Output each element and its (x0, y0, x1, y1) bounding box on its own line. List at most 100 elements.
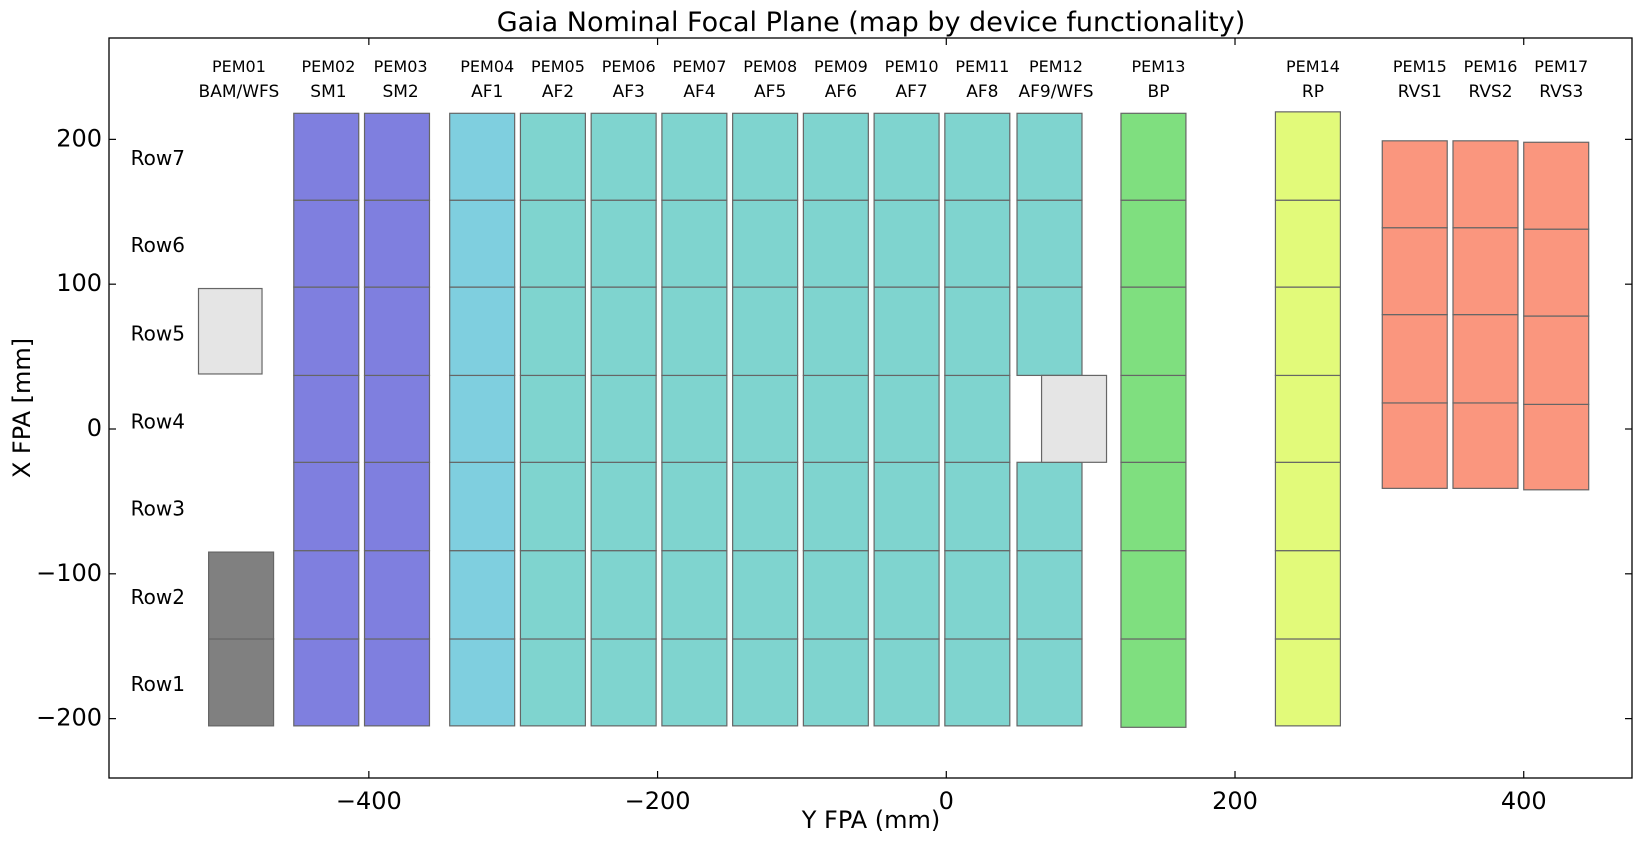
ccd-rvs3-cell-3 (1523, 228, 1590, 317)
ccd-sm1-cell-6 (293, 199, 360, 288)
ccd-af6-cell-7 (802, 112, 869, 201)
device-label-8: AF5 (754, 82, 786, 102)
ccd-af8-cell-1 (944, 638, 1011, 727)
ccd-rvs2-cell-1 (1452, 402, 1519, 489)
ccd-bp-cell-7 (1120, 112, 1187, 201)
ccd-af4-cell-5 (661, 286, 728, 377)
ccd-af5-cell-1 (732, 638, 799, 727)
x-tick-label: 200 (1212, 787, 1258, 815)
ccd-af7-cell-7 (873, 112, 940, 201)
ccd-sm1-cell-1 (293, 638, 360, 727)
ccd-af3-cell-6 (590, 199, 657, 288)
x-tick-label: 400 (1501, 787, 1547, 815)
ccd-af2-cell-3 (519, 461, 586, 552)
ccd-rp-cell-3 (1274, 461, 1341, 552)
ccd-af7-cell-2 (873, 550, 940, 640)
ccd-af8-cell-3 (944, 461, 1011, 552)
row-label-1: Row7 (131, 146, 185, 170)
ccd-rvs1-cell-1 (1381, 402, 1448, 489)
ccd-rp-cell-5 (1274, 286, 1341, 377)
ccd-bam-cell-2 (208, 551, 275, 640)
ccd-sm2-cell-7 (363, 112, 431, 201)
ccd-bp-cell-2 (1120, 550, 1187, 640)
row-label-3: Row5 (131, 321, 185, 345)
ccd-af6-cell-3 (802, 461, 869, 552)
ccd-rp-cell-4 (1274, 374, 1341, 463)
pem-label-7: PEM07 (672, 57, 726, 76)
ccd-rvs1-cell-2 (1381, 313, 1448, 404)
ccd-wfs1-cell-1 (197, 287, 263, 375)
ccd-sm1-cell-4 (293, 374, 360, 463)
ccd-af3-cell-3 (590, 461, 657, 552)
ccd-af2-cell-7 (519, 112, 586, 201)
x-tick-label: −400 (336, 787, 402, 815)
ccd-sm1-cell-5 (293, 286, 360, 377)
ccd-rvs2-cell-2 (1452, 313, 1519, 404)
y-tick-label: −200 (36, 704, 102, 732)
device-label-11: AF8 (966, 82, 998, 102)
ccd-af5-cell-5 (732, 286, 799, 377)
device-label-13: BP (1148, 82, 1170, 102)
pem-label-2: PEM02 (301, 57, 355, 76)
ccd-af5-cell-2 (732, 550, 799, 640)
ccd-af4-cell-2 (661, 550, 728, 640)
ccd-af5-cell-3 (732, 461, 799, 552)
y-tick-label: −100 (36, 559, 102, 587)
axis-ticks: −400 −200 0 200 400 −200 −100 0 100 200 (36, 38, 1632, 815)
device-label-6: AF3 (613, 82, 645, 102)
ccd-af8-cell-4 (944, 374, 1011, 463)
ccd-af7-cell-1 (873, 638, 940, 727)
pem-label-9: PEM09 (814, 57, 868, 76)
ccd-af6-cell-4 (802, 374, 869, 463)
ccd-rp-cell-7 (1274, 111, 1341, 201)
ccd-af4-cell-1 (661, 638, 728, 727)
ccd-bp-cell-3 (1120, 461, 1187, 552)
row-label-5: Row3 (131, 497, 185, 521)
ccd-bp-cell-4 (1120, 374, 1187, 463)
ccd-af2-cell-6 (519, 199, 586, 288)
pem-label-11: PEM11 (955, 57, 1009, 76)
ccd-rp-cell-1 (1274, 638, 1341, 727)
chart-title: Gaia Nominal Focal Plane (map by device … (497, 7, 1246, 38)
device-label-12: AF9/WFS (1018, 82, 1093, 102)
ccd-sm2-cell-1 (363, 638, 431, 727)
device-label-10: AF7 (896, 82, 928, 102)
ccd-sm2-cell-6 (363, 199, 431, 288)
ccd-af8-cell-7 (944, 112, 1011, 201)
ccd-af6-cell-2 (802, 550, 869, 640)
pem-label-13: PEM13 (1132, 57, 1186, 76)
ccd-sm2-cell-4 (363, 374, 431, 463)
row-label-7: Row1 (131, 672, 185, 696)
pem-label-17: PEM17 (1534, 57, 1588, 76)
ccd-bam-cell-1 (208, 638, 275, 727)
ccd-sm1-cell-3 (293, 461, 360, 552)
ccd-af9-cell-2 (1016, 550, 1083, 640)
ccd-sm2-cell-5 (363, 286, 431, 377)
x-tick-label: 0 (939, 787, 954, 815)
ccd-af1-cell-4 (449, 374, 516, 463)
y-tick-label: 200 (56, 124, 102, 152)
device-label-16: RVS2 (1468, 82, 1512, 102)
ccd-af2-cell-1 (519, 638, 586, 727)
ccd-af2-cell-2 (519, 550, 586, 640)
ccd-af9-cell-5 (1016, 199, 1083, 288)
ccd-af7-cell-4 (873, 374, 940, 463)
ccd-sm1-cell-2 (293, 550, 360, 640)
pem-label-8: PEM08 (743, 57, 797, 76)
y-tick-label: 0 (87, 414, 102, 442)
ccd-af9-cell-3 (1016, 461, 1083, 552)
ccd-af3-cell-7 (590, 112, 657, 201)
ccd-af1-cell-3 (449, 461, 516, 552)
ccd-af9-cell-1 (1016, 638, 1083, 727)
ccd-wfs2-cell-1 (1040, 374, 1108, 463)
ccd-af6-cell-5 (802, 286, 869, 377)
pem-label-5: PEM05 (531, 57, 585, 76)
ccd-af3-cell-4 (590, 374, 657, 463)
ccd-af3-cell-2 (590, 550, 657, 640)
ccd-sm2-cell-2 (363, 550, 431, 640)
row-label-4: Row4 (131, 410, 185, 434)
ccd-af6-cell-1 (802, 638, 869, 727)
device-label-15: RVS1 (1398, 82, 1442, 102)
ccd-af9-cell-6 (1016, 112, 1083, 201)
